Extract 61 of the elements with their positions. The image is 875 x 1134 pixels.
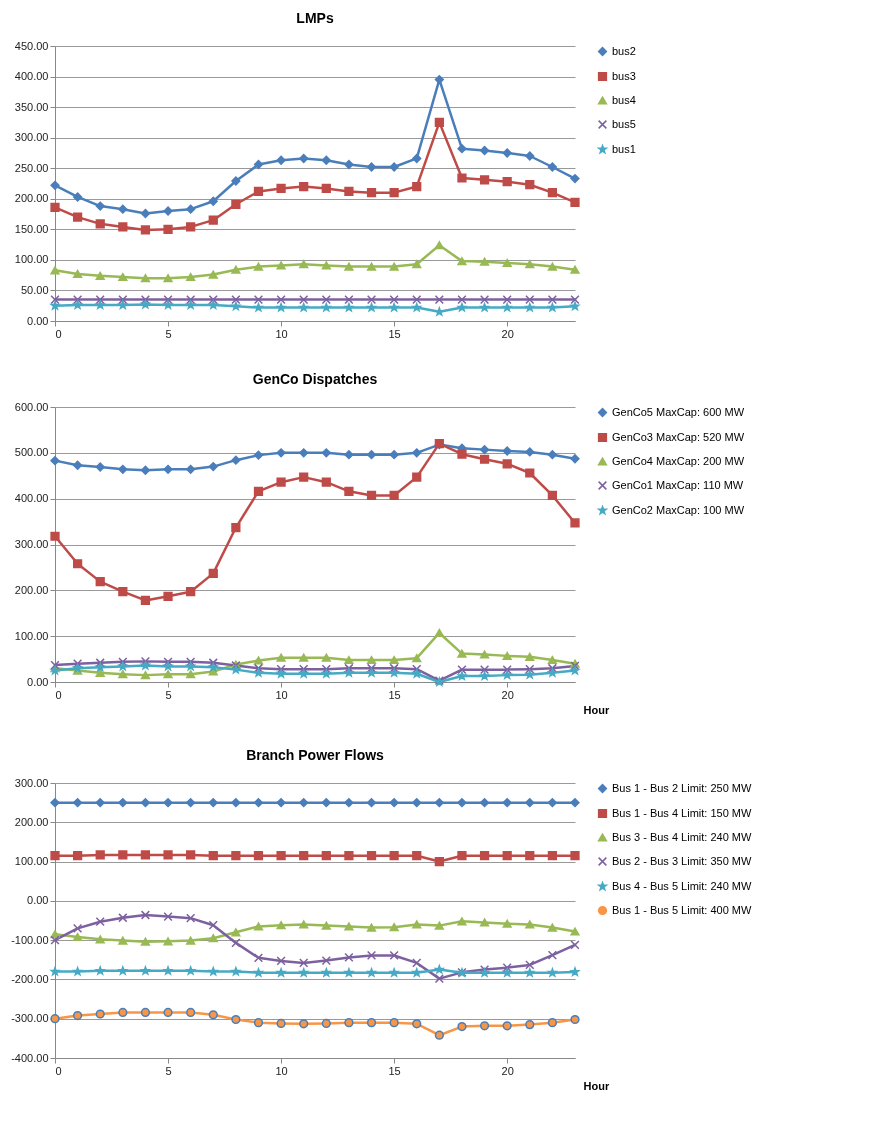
x-tick-label: 0 xyxy=(55,688,62,701)
y-tick-label: 0.00 xyxy=(27,675,49,688)
y-tick-label: 300.00 xyxy=(14,131,49,144)
x-tick-label: 5 xyxy=(165,1064,172,1077)
y-tick-label: 400.00 xyxy=(14,492,49,505)
x-tick-label: 10 xyxy=(275,327,288,340)
x-tick-label: 0 xyxy=(55,327,62,340)
y-tick-label: 250.00 xyxy=(14,161,49,174)
x-tick-label: 20 xyxy=(501,1064,514,1077)
y-tick-label: -100.00 xyxy=(11,933,49,946)
y-tick-label: 0.00 xyxy=(27,894,49,907)
chart-title: LMPs xyxy=(296,10,334,26)
legend-label: Bus 3 - Bus 4 Limit: 240 MW xyxy=(612,830,752,843)
legend-label: GenCo4 MaxCap: 200 MW xyxy=(612,454,745,467)
legend-label: Bus 4 - Bus 5 Limit: 240 MW xyxy=(612,879,752,892)
y-tick-label: 500.00 xyxy=(14,446,49,459)
legend-label: GenCo2 MaxCap: 100 MW xyxy=(612,503,745,516)
chart-title: Branch Power Flows xyxy=(246,747,385,763)
x-axis-title: Hour xyxy=(583,1079,610,1092)
x-tick-label: 15 xyxy=(388,688,401,701)
y-tick-label: 600.00 xyxy=(14,400,49,413)
x-tick-label: 15 xyxy=(388,327,401,340)
y-tick-label: 200.00 xyxy=(14,583,49,596)
legend-label: GenCo3 MaxCap: 520 MW xyxy=(612,430,745,443)
y-tick-label: 300.00 xyxy=(14,776,49,789)
y-tick-label: 200.00 xyxy=(14,192,49,205)
y-tick-label: -300.00 xyxy=(11,1012,49,1025)
legend-label: GenCo1 MaxCap: 110 MW xyxy=(612,478,744,491)
legend-label: bus1 xyxy=(612,142,636,155)
y-tick-label: 300.00 xyxy=(14,538,49,550)
legend-label: Bus 1 - Bus 2 Limit: 250 MW xyxy=(612,781,752,794)
chart-title: GenCo Dispatches xyxy=(252,371,378,387)
y-tick-label: 100.00 xyxy=(14,855,49,868)
legend-label: bus3 xyxy=(612,69,636,82)
y-tick-label: 50.00 xyxy=(20,283,49,296)
legend-label: GenCo5 MaxCap: 600 MW xyxy=(612,405,745,418)
legend-label: bus2 xyxy=(612,44,636,57)
x-axis-title: Hour xyxy=(583,703,610,716)
y-tick-label: 350.00 xyxy=(14,100,49,113)
y-tick-label: 150.00 xyxy=(14,222,49,235)
x-tick-label: 0 xyxy=(55,1064,62,1077)
y-tick-label: 100.00 xyxy=(14,629,49,642)
legend-label: bus5 xyxy=(612,117,636,130)
y-tick-label: 200.00 xyxy=(14,815,49,828)
x-tick-label: 20 xyxy=(501,688,514,701)
x-tick-label: 20 xyxy=(501,327,514,340)
y-tick-label: 0.00 xyxy=(27,314,49,327)
y-tick-label: 450.00 xyxy=(14,39,49,52)
x-tick-label: 10 xyxy=(275,688,288,701)
x-tick-label: 10 xyxy=(275,1064,288,1077)
legend-label: Bus 1 - Bus 4 Limit: 150 MW xyxy=(612,806,752,819)
x-tick-label: 15 xyxy=(388,1064,401,1077)
legend-label: Bus 1 - Bus 5 Limit: 400 MW xyxy=(612,903,752,916)
legend-label: bus4 xyxy=(612,93,636,106)
y-tick-label: 100.00 xyxy=(14,253,49,266)
x-tick-label: 5 xyxy=(165,327,172,340)
x-tick-label: 5 xyxy=(165,688,172,701)
y-tick-label: -400.00 xyxy=(11,1051,49,1064)
y-tick-label: 400.00 xyxy=(14,70,49,83)
legend-label: Bus 2 - Bus 3 Limit: 350 MW xyxy=(612,854,752,867)
y-tick-label: -200.00 xyxy=(11,972,49,985)
